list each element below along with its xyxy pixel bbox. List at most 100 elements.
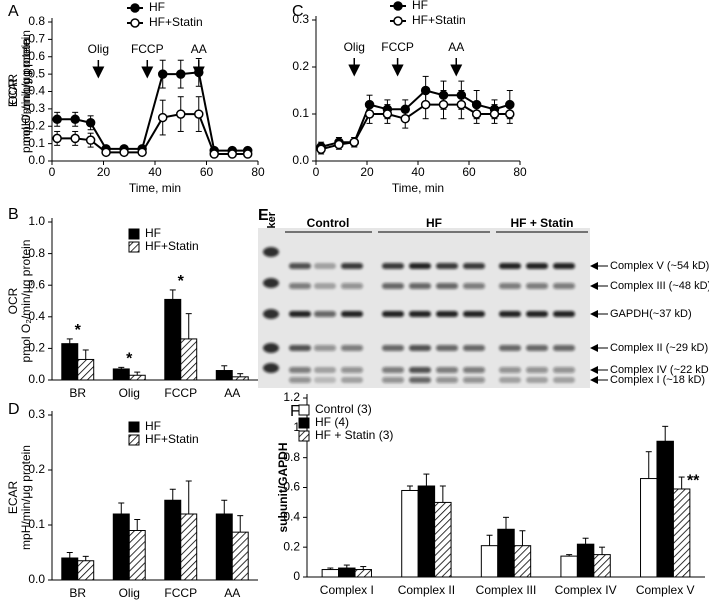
- point: [194, 109, 204, 119]
- blot-band: [436, 367, 458, 373]
- legend-label: HF: [149, 0, 165, 14]
- band-label: GAPDH(~37 kD): [610, 308, 692, 320]
- y-axis-label: ECAR: [6, 480, 20, 514]
- y-axis-label: OCR: [6, 287, 20, 314]
- blot-band: [499, 283, 521, 289]
- x-tick-label: 80: [251, 165, 265, 179]
- annotation-label: AA: [191, 42, 207, 56]
- point: [157, 69, 168, 79]
- band-label: Complex V (~54 kD): [610, 260, 709, 272]
- point: [176, 69, 186, 79]
- y-tick-label: 0: [293, 569, 300, 583]
- y-tick-label: 0.5: [28, 66, 45, 80]
- blot-band: [499, 263, 521, 269]
- band-label: Complex II (~29 kD): [610, 342, 708, 354]
- point: [420, 99, 431, 110]
- point: [101, 147, 111, 158]
- blot-band: [553, 377, 575, 383]
- band-label: Complex I (~18 kD): [610, 374, 705, 386]
- x-tick-label: Complex I: [320, 583, 374, 597]
- point: [176, 109, 186, 119]
- point: [242, 149, 253, 159]
- legend-label: HF+Statin: [149, 15, 203, 29]
- blot-band: [341, 377, 363, 383]
- legend-label: HF (4): [315, 415, 349, 429]
- group-label: Control: [307, 216, 350, 230]
- point: [349, 137, 359, 147]
- annotation-label: Olig: [88, 42, 109, 56]
- bar: [128, 374, 146, 381]
- marker-band: [263, 363, 279, 373]
- x-tick-label: 0: [49, 165, 56, 179]
- bar: [215, 370, 233, 381]
- series-line: [320, 89, 511, 148]
- legend-label: Control (3): [315, 402, 372, 416]
- western-blot: E Marker Control HF HF + Statin Complex …: [258, 207, 709, 388]
- point: [334, 139, 344, 150]
- blot-band: [341, 367, 363, 373]
- legend-label: HF: [412, 0, 428, 12]
- blot-band: [289, 283, 311, 289]
- legend-swatch: [298, 430, 310, 442]
- y-tick-label: 1: [293, 420, 300, 434]
- y-tick-label: 1.2: [283, 390, 300, 404]
- y-tick-label: 1.0: [28, 214, 45, 228]
- y-tick-label: 0.6: [283, 480, 300, 494]
- blot-band: [382, 283, 404, 289]
- blot-band: [289, 377, 311, 383]
- annotation-label: *: [75, 322, 82, 339]
- x-tick-label: Olig: [119, 386, 140, 400]
- bar: [112, 368, 130, 381]
- bar: [321, 569, 340, 578]
- blot-band: [341, 311, 363, 317]
- x-tick-label: 0: [313, 165, 320, 179]
- blot-band: [289, 263, 311, 269]
- blot-band: [289, 311, 311, 317]
- legend-label: HF: [145, 419, 161, 433]
- x-tick-label: FCCP: [164, 386, 197, 400]
- y-tick-label: 0.2: [292, 59, 309, 73]
- bar: [497, 528, 515, 578]
- y-tick-label: 0.1: [28, 517, 45, 531]
- x-tick-label: 80: [513, 165, 527, 179]
- blot-band: [463, 377, 485, 383]
- y-axis-label: pmol O₂/min/μg protein: [19, 30, 33, 153]
- blot-band: [499, 311, 521, 317]
- bar: [180, 513, 198, 581]
- series-line: [57, 113, 248, 156]
- annotation-label: FCCP: [381, 40, 414, 54]
- blot-band: [436, 345, 458, 351]
- y-tick-label: 0.7: [28, 32, 45, 46]
- x-tick-label: Complex IV: [555, 583, 617, 597]
- blot-band: [436, 311, 458, 317]
- panel-label: D: [8, 401, 20, 418]
- legend-marker: [130, 18, 140, 28]
- marker-band: [263, 343, 279, 353]
- y-tick-label: 0.2: [28, 118, 45, 132]
- blot-band: [409, 311, 431, 317]
- bar: [215, 513, 233, 581]
- y-tick-label: 0.0: [28, 572, 45, 586]
- y-axis-label: mpH/min/μg protein: [19, 445, 33, 550]
- x-tick-label: 60: [200, 165, 214, 179]
- x-tick-label: Complex II: [398, 583, 455, 597]
- x-axis-label: Time, min: [392, 181, 444, 195]
- bar: [560, 555, 578, 578]
- point: [505, 109, 515, 119]
- bar: [417, 485, 436, 578]
- x-tick-label: BR: [69, 386, 86, 400]
- x-tick-label: AA: [224, 386, 240, 400]
- point: [70, 133, 80, 144]
- blot-band: [314, 367, 336, 373]
- legend-swatch: [128, 228, 140, 240]
- marker-band: [263, 309, 279, 319]
- blot-band: [436, 283, 458, 289]
- x-tick-label: 20: [97, 165, 111, 179]
- blot-band: [289, 367, 311, 373]
- y-tick-label: 0.0: [28, 372, 45, 386]
- y-tick-label: 0.2: [28, 462, 45, 476]
- bar: [576, 543, 595, 578]
- blot-band: [553, 311, 575, 317]
- blot-band: [382, 377, 404, 383]
